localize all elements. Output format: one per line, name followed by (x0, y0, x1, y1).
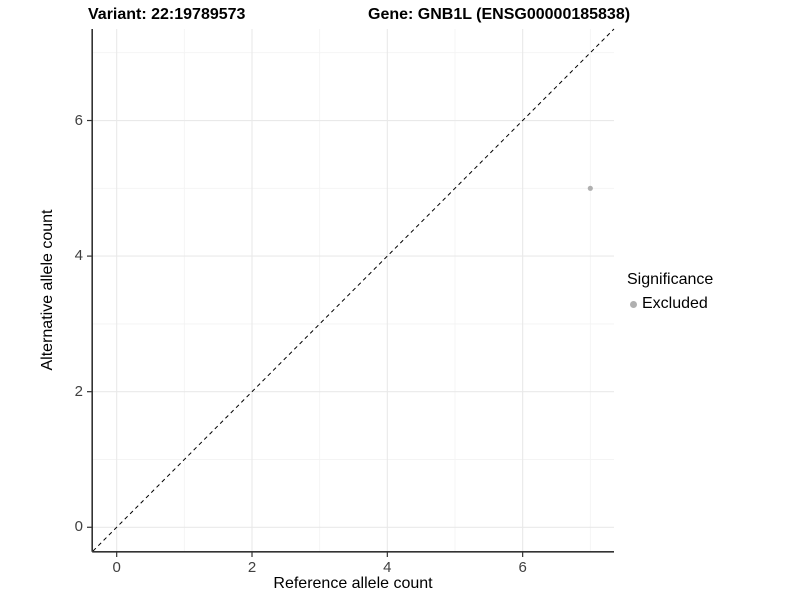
y-tick-label: 0 (74, 518, 83, 536)
data-point (587, 185, 593, 191)
x-tick-label: 4 (383, 559, 392, 576)
legend-title: Significance (627, 271, 714, 288)
x-tick-label: 6 (518, 559, 527, 576)
y-axis-title: Alternative allele count (39, 209, 56, 371)
x-tick-label: 0 (112, 559, 121, 576)
y-tick-label: 6 (74, 111, 83, 129)
variant-title: Variant: 22:19789573 (88, 6, 246, 23)
legend-item-excluded: Excluded (627, 295, 713, 313)
identity-line (92, 28, 615, 552)
y-tick-label: 4 (74, 247, 83, 265)
legend-item-label: Excluded (642, 295, 708, 312)
legend: Significance Excluded (627, 271, 713, 313)
excluded-point-icon (630, 300, 637, 308)
y-tick-label: 2 (74, 382, 83, 400)
x-axis-title: Reference allele count (273, 575, 433, 592)
x-tick-label: 2 (247, 559, 257, 576)
gene-title: Gene: GNB1L (ENSG00000185838) (368, 6, 631, 23)
